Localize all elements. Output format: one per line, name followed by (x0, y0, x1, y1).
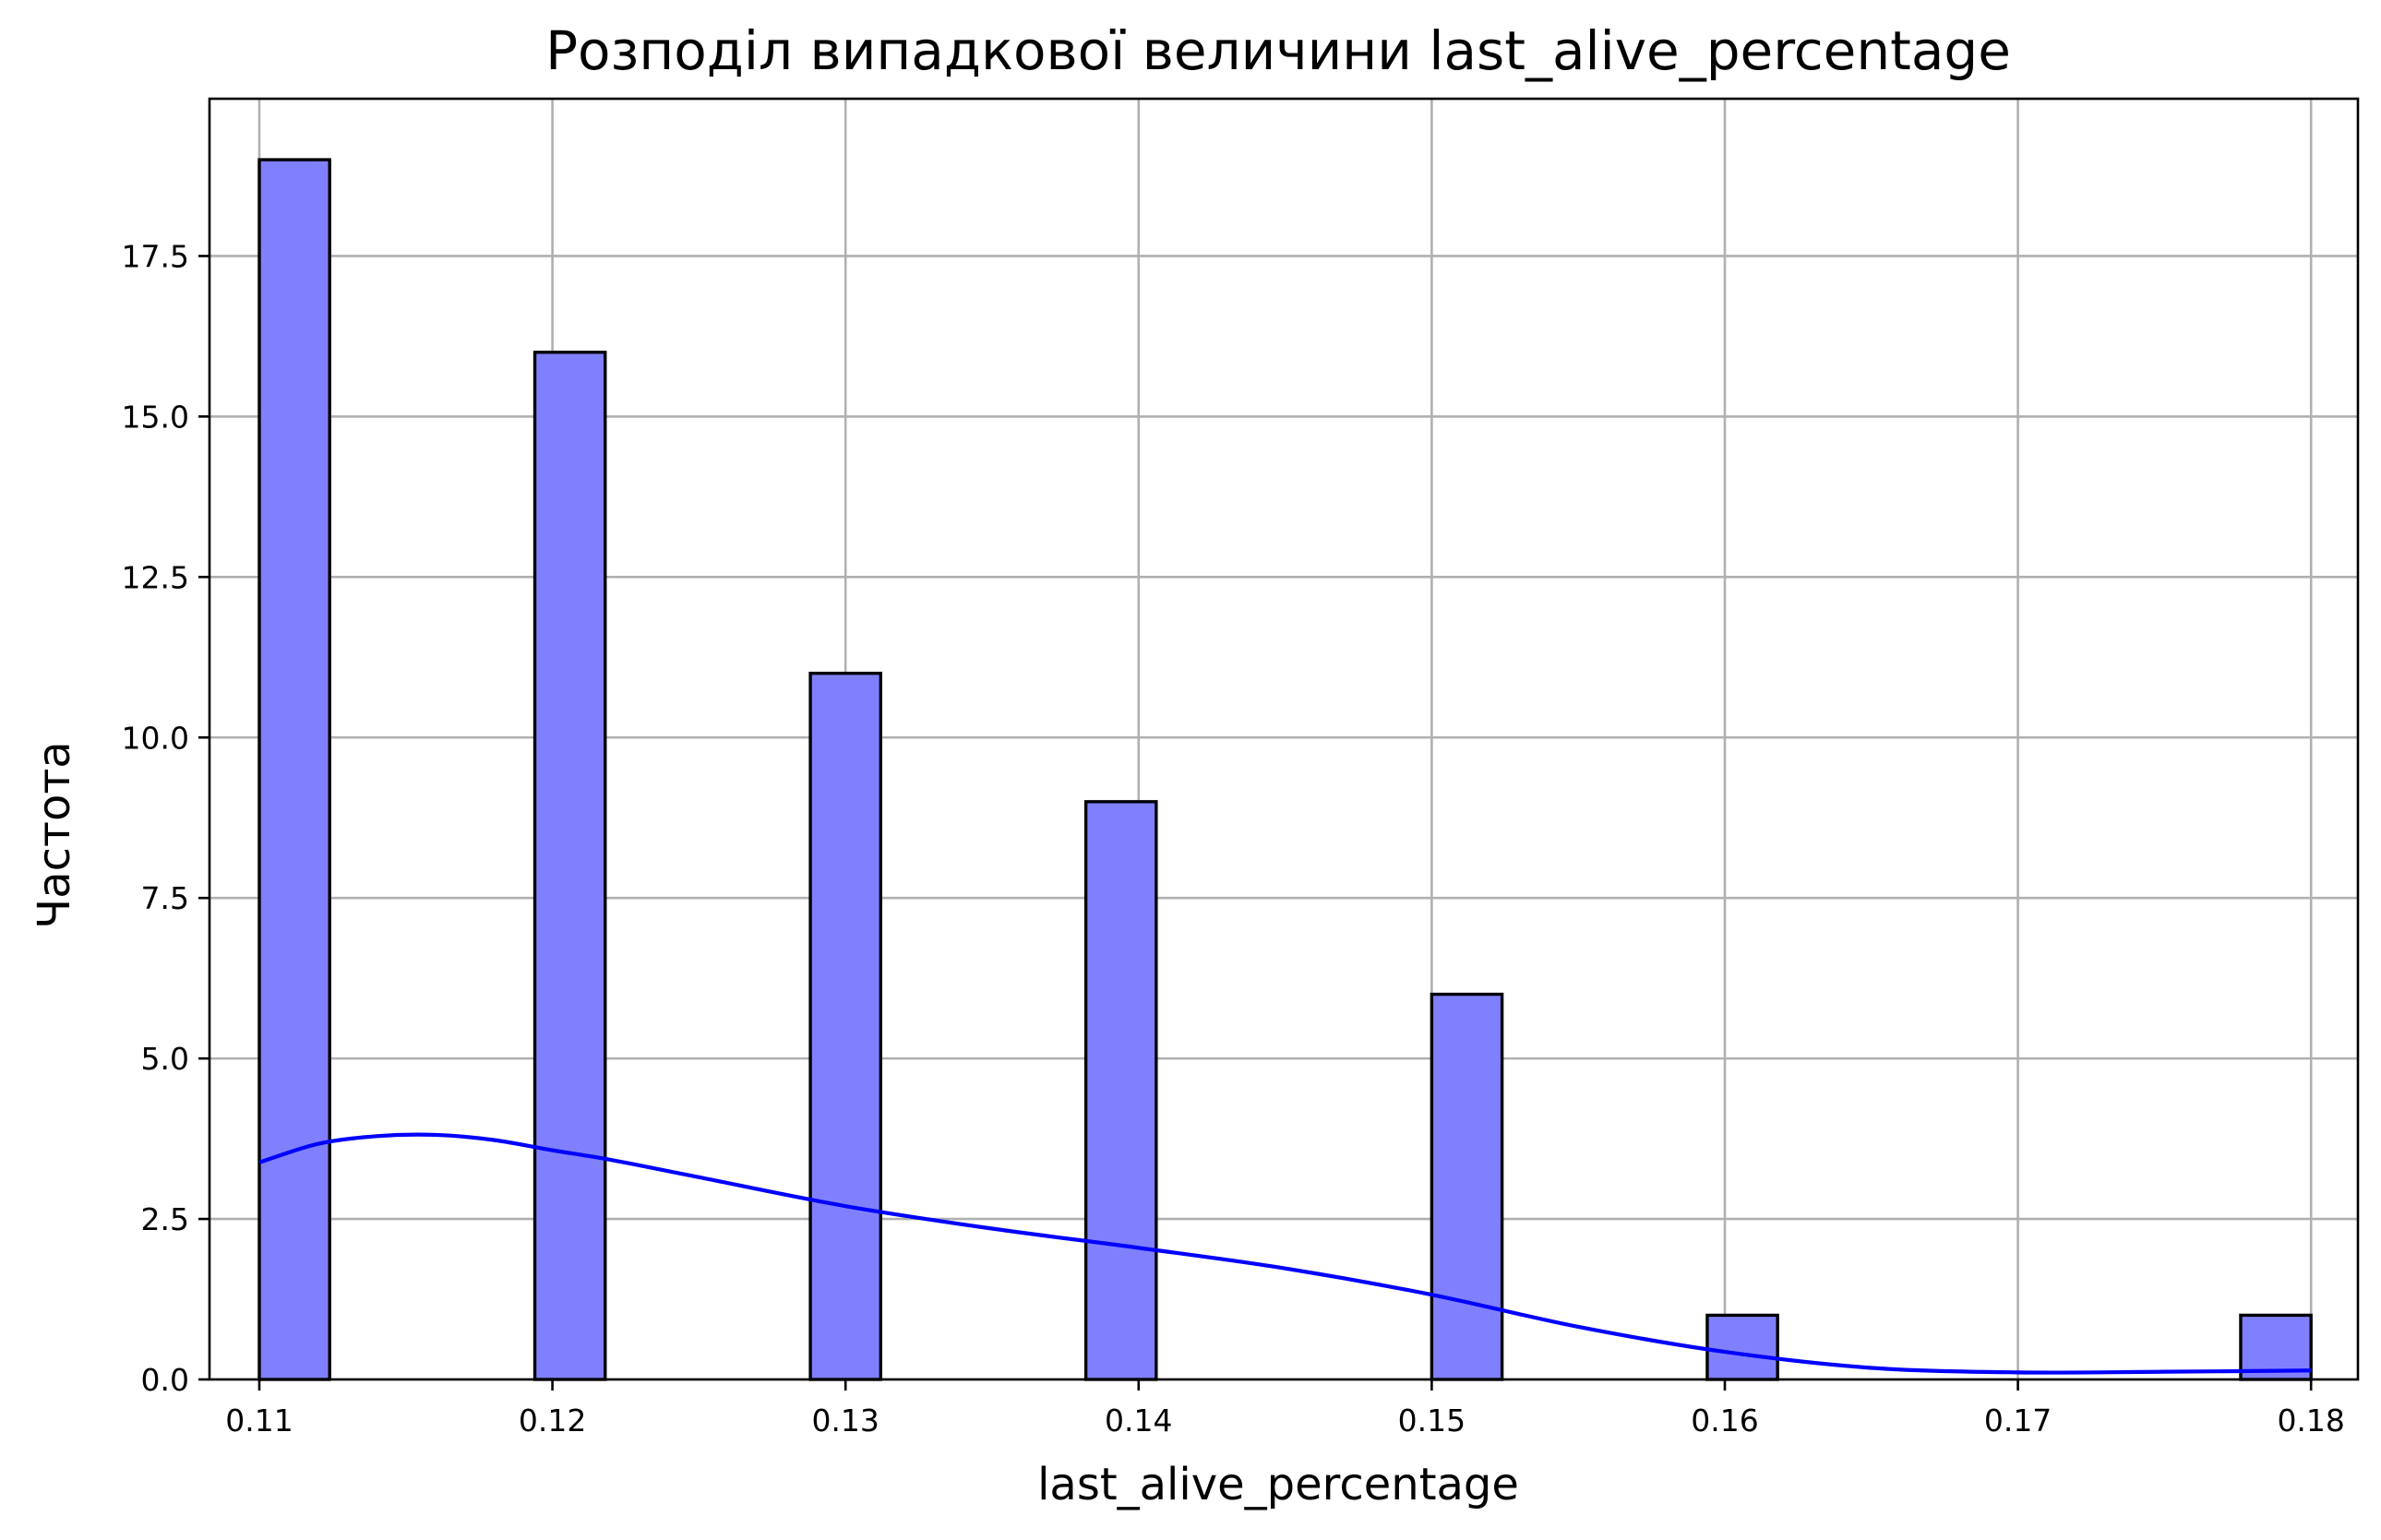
plot-frame (208, 97, 2360, 1381)
chart-title: Розподіл випадкової величини last_alive_… (545, 19, 2011, 82)
x-tick-label: 0.18 (2277, 1403, 2344, 1439)
x-tick-label: 0.15 (1398, 1403, 1466, 1439)
kde-curve (258, 1132, 2312, 1375)
y-tick-label: 0.0 (141, 1362, 189, 1398)
histogram-bar (1430, 992, 1504, 1381)
y-tick-label: 2.5 (141, 1201, 189, 1237)
histogram-bar (808, 671, 883, 1381)
grid-lines (209, 99, 2358, 1381)
y-axis-label: Частота (29, 741, 80, 928)
x-axis-label: last_alive_percentage (1037, 1459, 1519, 1510)
y-axis-ticks: 0.0 2.5 5.0 7.5 10.0 12.5 15.0 17.5 (122, 238, 209, 1398)
histogram-bar (532, 351, 607, 1381)
histogram-bar (1705, 1313, 1779, 1381)
y-tick-label: 12.5 (122, 559, 189, 595)
histogram-bar (257, 158, 331, 1381)
y-tick-label: 17.5 (122, 238, 189, 274)
y-tick-label: 15.0 (122, 399, 189, 435)
y-tick-label: 5.0 (141, 1041, 189, 1077)
x-tick-label: 0.13 (811, 1403, 879, 1439)
x-axis-ticks: 0.11 0.12 0.13 0.14 0.15 0.16 0.17 0.18 (225, 1379, 2345, 1439)
x-tick-label: 0.14 (1105, 1403, 1172, 1439)
histogram-bars (257, 158, 2313, 1381)
x-tick-label: 0.17 (1984, 1403, 2052, 1439)
x-tick-label: 0.12 (519, 1403, 586, 1439)
y-tick-label: 7.5 (141, 880, 189, 916)
y-tick-label: 10.0 (122, 720, 189, 756)
x-tick-label: 0.11 (225, 1403, 293, 1439)
histogram-bar (1083, 800, 1158, 1381)
x-tick-label: 0.16 (1691, 1403, 1758, 1439)
